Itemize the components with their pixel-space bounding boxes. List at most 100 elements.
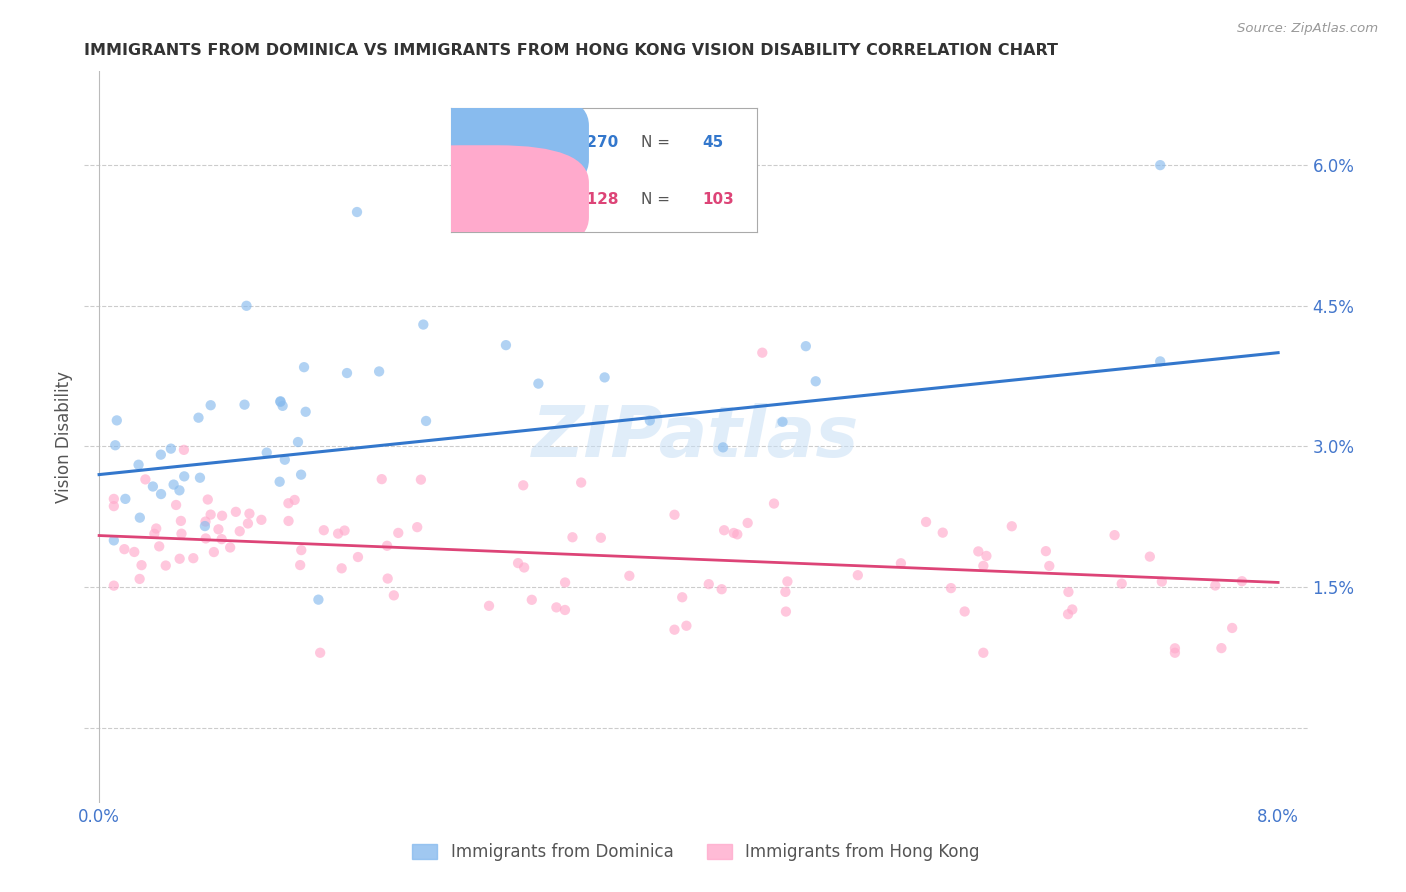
Point [593,370,616,384]
Point [274,452,297,467]
Point [169,483,191,498]
Point [723,525,745,540]
Point [671,591,693,605]
Point [112,542,135,557]
Point [155,558,177,573]
Point [368,364,391,378]
Point [173,469,195,483]
Point [967,544,990,558]
Point [495,338,517,352]
Point [233,398,256,412]
Point [546,600,568,615]
Point [150,487,173,501]
Point [382,588,405,602]
Text: ZIPatlas: ZIPatlas [533,402,859,472]
Point [751,345,773,359]
Point [235,299,257,313]
Point [134,472,156,486]
Point [554,603,576,617]
Point [187,410,209,425]
Point [478,599,501,613]
Point [409,473,432,487]
Point [309,646,332,660]
Point [932,525,955,540]
Point [804,374,827,388]
Point [1001,519,1024,533]
Point [105,413,128,427]
Point [103,579,125,593]
Point [330,561,353,575]
Point [775,585,797,599]
Point [170,514,193,528]
Point [200,508,222,522]
Point [619,569,641,583]
Point [287,435,309,450]
Point [238,507,260,521]
Point [290,467,312,482]
Point [162,477,184,491]
Point [128,510,150,524]
Point [675,619,697,633]
Point [1164,646,1187,660]
Point [148,540,170,554]
Point [114,491,136,506]
Point [1104,528,1126,542]
Point [294,405,316,419]
Point [256,445,278,459]
Point [346,205,368,219]
Point [794,339,817,353]
Point [1150,574,1173,589]
Point [1211,641,1233,656]
Point [377,572,399,586]
Point [953,605,976,619]
Point [939,581,962,595]
Point [250,513,273,527]
Point [772,415,794,429]
Point [561,530,583,544]
Point [271,399,294,413]
Point [375,539,398,553]
Point [1057,607,1080,622]
Point [1139,549,1161,564]
Point [589,531,612,545]
Point [269,475,291,489]
Point [277,496,299,510]
Point [269,395,291,409]
Point [506,556,529,570]
Point [211,508,233,523]
Point [103,533,125,548]
Point [1057,585,1080,599]
Point [236,516,259,531]
Point [737,516,759,530]
Point [638,413,661,427]
Point [228,524,250,539]
Point [103,491,125,506]
Point [173,442,195,457]
Point [513,560,536,574]
Point [371,472,394,486]
Point [1038,558,1060,573]
Point [763,497,786,511]
Point [290,543,312,558]
Point [200,398,222,412]
Point [1230,574,1253,589]
Point [1062,602,1084,616]
Point [710,582,733,597]
Point [145,521,167,535]
Point [269,394,291,409]
Point [124,545,146,559]
Point [725,527,748,541]
Point [284,492,307,507]
Point [149,448,172,462]
Point [103,499,125,513]
Point [915,515,938,529]
Point [165,498,187,512]
Point [412,318,434,332]
Point [131,558,153,573]
Point [197,492,219,507]
Point [387,525,409,540]
Point [406,520,429,534]
Point [128,572,150,586]
Point [347,549,370,564]
Point [1111,576,1133,591]
